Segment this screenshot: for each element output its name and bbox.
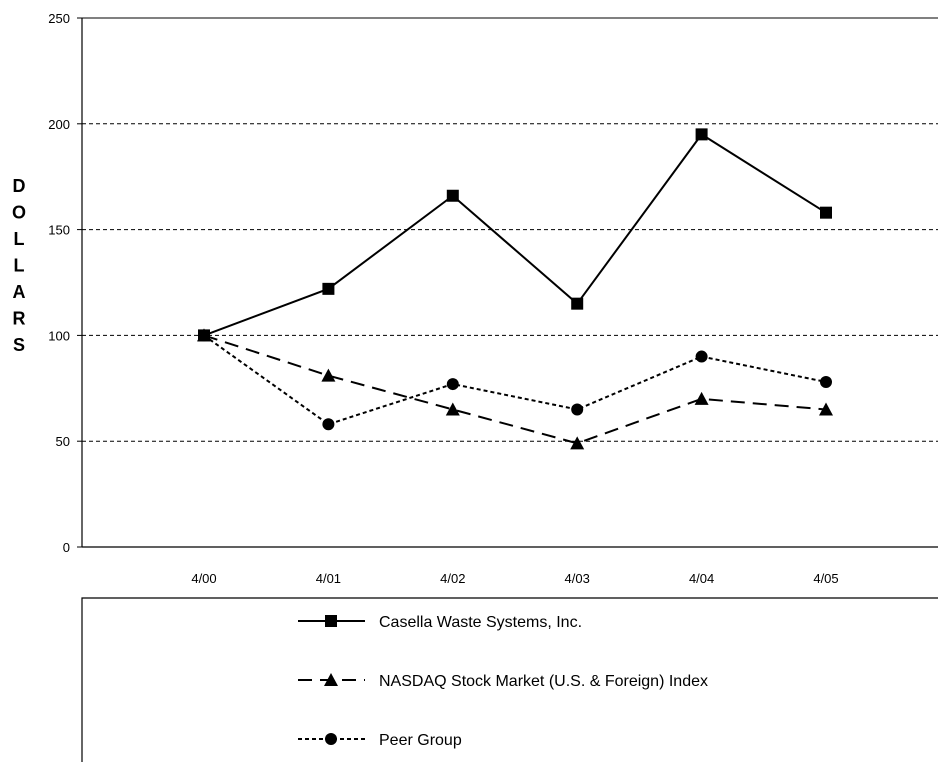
data-point-0-2: [446, 189, 459, 202]
data-point-1-4: [694, 391, 709, 405]
legend-box: [81, 597, 938, 762]
grid-lines: [82, 17, 938, 442]
data-point-2-0: [198, 329, 210, 342]
y-axis-label-letter: O: [12, 203, 26, 223]
x-tick-label-4-03: 4/03: [565, 571, 590, 586]
y-tick-labels: 0 50 100 150 200 250: [48, 11, 70, 555]
y-tick-label-100: 100: [48, 328, 70, 343]
series-line-2: [203, 334, 827, 426]
x-tick-label-4-01: 4/01: [316, 571, 341, 586]
legend-label-2: Peer Group: [379, 732, 462, 749]
y-tick-label-50: 50: [56, 434, 70, 449]
data-point-0-4: [695, 128, 708, 141]
series-line-1: [203, 334, 827, 445]
x-tick-labels: 4/00 4/01 4/02 4/03 4/04 4/05: [191, 571, 838, 586]
data-point-2-2: [446, 378, 459, 391]
y-tick-label-0: 0: [63, 540, 70, 555]
x-tick-label-4-05: 4/05: [813, 571, 838, 586]
data-point-0-5: [820, 206, 832, 219]
data-point-0-1: [322, 282, 335, 295]
axes: [77, 17, 938, 548]
data-point-1-2: [445, 402, 460, 416]
series-line-0: [203, 133, 827, 337]
y-tick-label-250: 250: [48, 11, 70, 26]
data-point-0-3: [571, 297, 584, 310]
data-point-1-5: [819, 402, 833, 416]
data-point-2-4: [695, 350, 708, 363]
legend-label-0: Casella Waste Systems, Inc.: [379, 614, 582, 631]
y-axis-label-letter: D: [13, 176, 26, 196]
y-axis-label-letter: R: [13, 309, 26, 329]
data-point-1-3: [570, 436, 585, 450]
legend: Casella Waste Systems, Inc. NASDAQ Stock …: [81, 597, 938, 762]
legend-marker-0: [325, 615, 337, 627]
legend-label-1: NASDAQ Stock Market (U.S. & Foreign) Ind…: [379, 673, 708, 690]
y-tick-label-200: 200: [48, 117, 70, 132]
series-group: [197, 128, 833, 450]
x-tick-label-4-04: 4/04: [689, 571, 714, 586]
data-point-2-1: [322, 418, 335, 431]
y-axis-label-letter: L: [14, 229, 25, 249]
data-point-2-3: [571, 403, 584, 416]
data-point-1-1: [321, 368, 336, 382]
y-axis-label-letter: S: [13, 335, 25, 355]
legend-marker-2: [325, 733, 337, 745]
legend-marker-1: [324, 673, 338, 686]
y-tick-label-150: 150: [48, 223, 70, 238]
y-axis-label-letter: L: [14, 256, 25, 276]
x-tick-label-4-02: 4/02: [440, 571, 465, 586]
x-tick-label-4-00: 4/00: [191, 571, 216, 586]
y-axis-label-letter: A: [13, 282, 26, 302]
data-point-2-5: [820, 375, 832, 388]
